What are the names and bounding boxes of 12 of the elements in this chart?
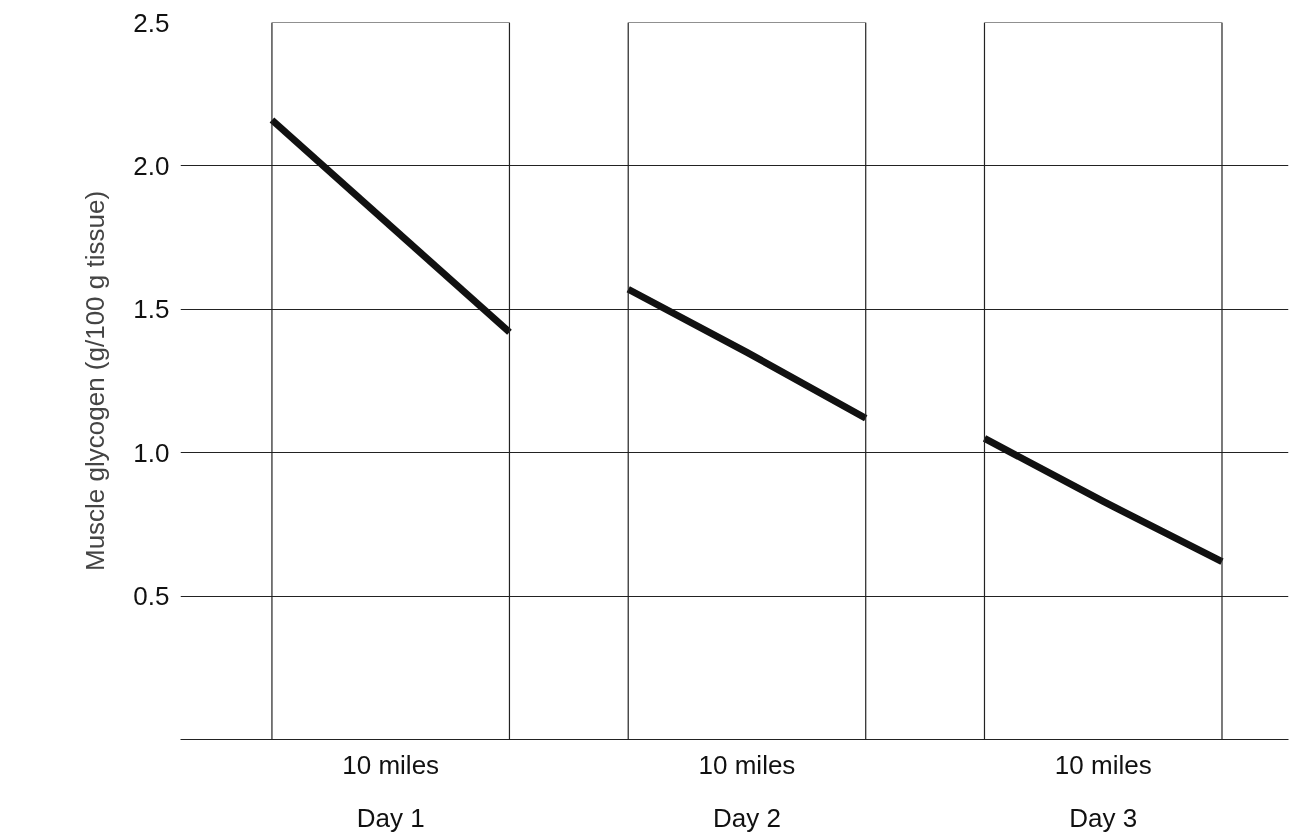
y-tick-label: 1.0 — [133, 437, 170, 468]
x-tick-label: Day 1 — [356, 802, 425, 833]
text: 10 miles — [698, 749, 796, 780]
x-tick-label: Day 3 — [1069, 802, 1138, 833]
text: 10 miles — [1054, 749, 1152, 780]
y-tick-label: 2.5 — [133, 7, 170, 38]
x-tick-label: Day 2 — [713, 802, 781, 833]
text: 10 miles — [342, 749, 440, 780]
y-tick-label: 1.5 — [133, 294, 170, 325]
y-tick-label: 0.5 — [133, 581, 170, 612]
y-axis-title: Muscle glycogen (g/100 g tissue) — [80, 190, 111, 572]
y-tick-label: 2.0 — [133, 150, 170, 181]
